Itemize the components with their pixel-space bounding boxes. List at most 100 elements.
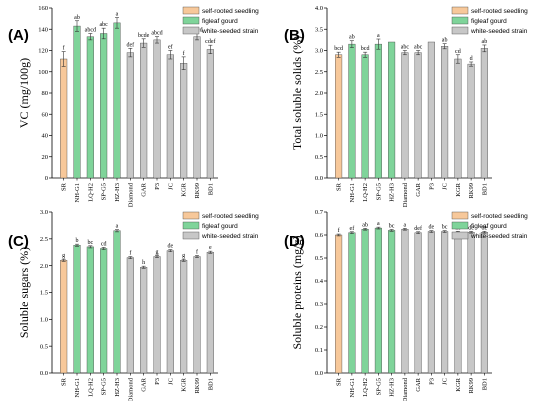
bar-jc	[441, 46, 449, 179]
category-label: HZ-H3	[114, 378, 121, 397]
y-tick-label: 3.0	[315, 48, 323, 55]
bar-jc	[166, 250, 174, 374]
y-tick-label: 0.1	[315, 347, 323, 354]
bar-sr	[335, 54, 343, 179]
category-label: P3	[428, 183, 435, 190]
category-label: LQ-H2	[362, 183, 369, 202]
significance-letter: bc	[87, 240, 93, 246]
significance-letter: abc	[401, 45, 410, 51]
category-label: SR	[336, 182, 343, 191]
bar-sp-g5	[374, 43, 382, 179]
category-label: Diamond	[127, 182, 134, 207]
category-label: JC	[442, 378, 449, 385]
y-axis-label: Soluble proteins (mg/g)	[290, 236, 304, 350]
y-tick-label: 2.0	[40, 263, 48, 270]
panel-c: (C) 0.0 0.5 1.0 1.5 2.0 2.5 3.0 Soluble sugars (…	[8, 209, 259, 401]
category-label: LQ-H2	[87, 183, 94, 202]
category-label: NH-G1	[349, 378, 356, 398]
bar-jc	[166, 54, 174, 179]
significance-letter: def	[414, 225, 422, 232]
legend-label: white-seeded strain	[470, 28, 528, 35]
bar-nh-g1	[73, 25, 81, 179]
significance-letter: cd	[455, 49, 461, 55]
significance-letter: abcd	[85, 28, 96, 34]
category-label: LQ-H2	[362, 378, 369, 397]
bar-gar	[140, 42, 148, 179]
significance-letter: ab	[349, 35, 355, 41]
legend-swatch	[451, 211, 469, 220]
significance-letter: a	[377, 33, 380, 39]
significance-letter: bc	[442, 225, 448, 231]
significance-letter: de	[429, 225, 435, 231]
significance-letter: f	[63, 45, 65, 52]
category-label: SP-G5	[101, 183, 108, 200]
y-tick-label: 80	[42, 90, 49, 97]
category-label: NH-G1	[74, 183, 81, 203]
bar-rk99	[193, 256, 201, 374]
bar-kgr	[454, 232, 462, 374]
bar-bd1	[480, 48, 488, 179]
legend-label: figleaf gourd	[202, 223, 238, 230]
y-tick-label: 120	[38, 48, 48, 55]
category-label: JC	[442, 183, 449, 190]
category-label: Diamond	[402, 182, 409, 207]
bar-rk99	[467, 232, 475, 374]
y-tick-label: 140	[38, 26, 48, 33]
bar-sr	[335, 234, 343, 374]
legend-label: self-rooted seedling	[202, 8, 259, 15]
y-axis-label: Total soluble solids (%)	[290, 36, 304, 150]
significance-letter: de	[468, 225, 474, 231]
y-tick-label: 0.0	[315, 370, 323, 377]
bar-lq-h2	[86, 36, 94, 179]
y-tick-label: 0.5	[315, 154, 323, 161]
bar-sp-g5	[100, 248, 108, 374]
legend-swatch	[451, 221, 469, 230]
bar-sr	[60, 58, 68, 179]
category-label: BD1	[481, 378, 488, 390]
significance-letter: ab	[74, 15, 80, 21]
legend-swatch	[182, 231, 200, 240]
significance-letter: bcd	[361, 46, 370, 52]
bar-hz-h3	[388, 41, 396, 179]
legend-label: self-rooted seedling	[202, 213, 259, 220]
y-tick-label: 0.7	[315, 209, 324, 216]
category-label: KGR	[181, 377, 188, 391]
bar-nh-g1	[348, 232, 356, 374]
category-label: GAR	[141, 377, 148, 391]
legend-swatch	[451, 16, 469, 25]
legend-label: figleaf gourd	[471, 18, 507, 25]
category-label: NH-G1	[74, 378, 81, 398]
bar-sp-g5	[100, 33, 108, 179]
legend-label: figleaf gourd	[202, 18, 238, 25]
category-label: SP-G5	[375, 183, 382, 200]
y-tick-label: 0.5	[40, 343, 48, 350]
y-tick-label: 40	[42, 133, 49, 140]
bar-sp-g5	[374, 227, 382, 374]
significance-letter: a	[116, 224, 119, 230]
y-tick-label: 4.0	[315, 5, 323, 12]
significance-letter: ab	[482, 39, 488, 45]
panel-label: (C)	[8, 233, 29, 250]
legend-swatch	[182, 211, 200, 220]
category-label: KGR	[455, 377, 462, 391]
category-label: GAR	[415, 377, 422, 391]
significance-letter: bcd	[334, 46, 343, 52]
bar-hz-h3	[113, 230, 121, 374]
significance-letter: ef	[350, 225, 355, 232]
legend-swatch	[182, 16, 200, 25]
y-tick-label: 0.0	[315, 175, 323, 182]
category-label: SR	[336, 377, 343, 386]
y-tick-label: 0.0	[40, 370, 48, 377]
category-label: SR	[61, 377, 68, 386]
bar-bd1	[480, 232, 488, 374]
y-tick-label: 2.5	[40, 236, 48, 243]
y-tick-label: 3.0	[40, 209, 48, 216]
category-label: RK99	[194, 183, 201, 199]
bar-hz-h3	[388, 230, 396, 374]
significance-letter: bc	[389, 223, 395, 229]
category-label: P3	[154, 378, 161, 385]
bar-sr	[60, 260, 68, 374]
category-label: RK99	[194, 378, 201, 394]
category-label: Diamond	[127, 377, 134, 401]
